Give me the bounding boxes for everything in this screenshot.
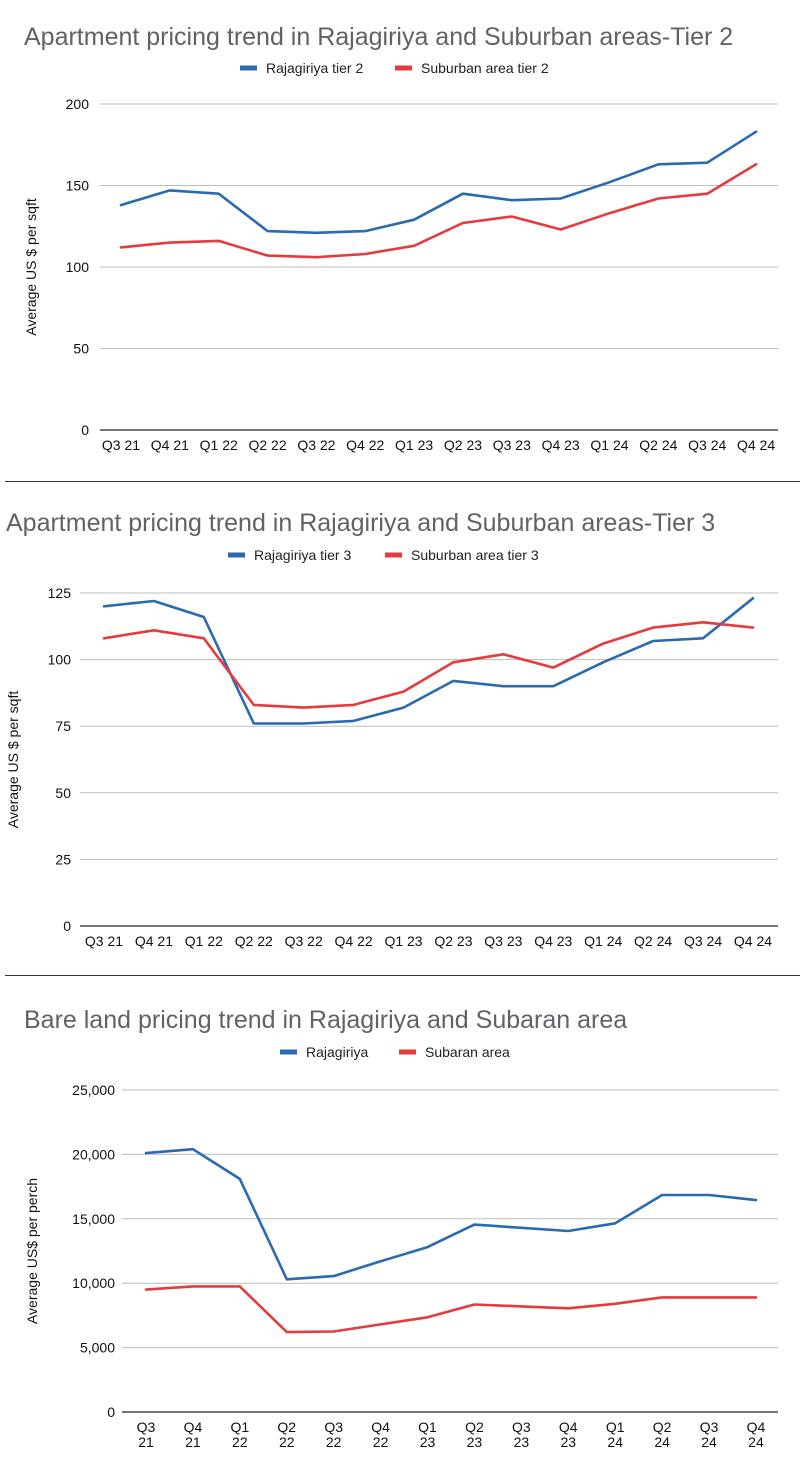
tier3-chart-panel: Apartment pricing trend in Rajagiriya an… — [0, 482, 800, 976]
y-axis-title: Average US$ per perch — [24, 1178, 40, 1324]
bare-land-chart-panel: Bare land pricing trend in Rajagiriya an… — [0, 976, 800, 1477]
x-tick-label: Q1 24 — [590, 437, 628, 453]
x-tick-label: Q3 22 — [324, 1419, 343, 1450]
x-tick-label: Q3 22 — [297, 437, 335, 453]
legend-label: Rajagiriya — [306, 1044, 368, 1060]
legend-label: Rajagiriya tier 3 — [254, 547, 351, 563]
y-tick-label: 150 — [66, 178, 90, 194]
chart-svg: Bare land pricing trend in Rajagiriya an… — [24, 1006, 778, 1450]
x-tick-label: Q4 24 — [737, 437, 775, 453]
series-line-rajagiriya — [144, 1147, 758, 1281]
y-tick-label: 75 — [55, 718, 71, 734]
x-tick-label: Q2 23 — [434, 933, 472, 949]
x-tick-label: Q4 23 — [559, 1419, 578, 1450]
x-tick-label: Q2 22 — [277, 1419, 296, 1450]
x-tick-label: Q4 22 — [371, 1419, 390, 1450]
x-tick-label: Q2 24 — [653, 1419, 672, 1450]
chart-title: Apartment pricing trend in Rajagiriya an… — [6, 509, 715, 537]
x-tick-label: Q1 23 — [395, 437, 433, 453]
x-tick-label: Q4 24 — [747, 1419, 766, 1450]
x-tick-label: Q2 24 — [634, 933, 672, 949]
series-line-suburban — [102, 621, 755, 709]
x-tick-label: Q4 21 — [135, 933, 173, 949]
series-line-suburban — [119, 163, 758, 259]
chart-title: Apartment pricing trend in Rajagiriya an… — [24, 23, 733, 51]
y-axis-title: Average US $ per sqft — [23, 198, 39, 336]
x-tick-label: Q3 24 — [688, 437, 726, 453]
x-tick-label: Q1 22 — [200, 437, 238, 453]
x-tick-label: Q1 24 — [606, 1419, 625, 1450]
y-tick-label: 200 — [66, 96, 90, 112]
x-tick-label: Q4 21 — [184, 1419, 203, 1450]
y-tick-label: 5,000 — [80, 1340, 115, 1356]
y-tick-label: 125 — [48, 585, 72, 601]
x-tick-label: Q3 23 — [484, 933, 522, 949]
x-tick-label: Q3 21 — [102, 437, 140, 453]
x-tick-label: Q2 23 — [444, 437, 482, 453]
x-tick-label: Q4 23 — [542, 437, 580, 453]
y-tick-label: 0 — [107, 1404, 115, 1420]
x-tick-label: Q3 24 — [700, 1419, 719, 1450]
y-tick-label: 20,000 — [72, 1146, 115, 1162]
y-tick-label: 25 — [55, 851, 71, 867]
x-tick-label: Q2 22 — [235, 933, 273, 949]
chart-svg: Apartment pricing trend in Rajagiriya an… — [23, 23, 778, 453]
y-tick-label: 100 — [66, 259, 90, 275]
x-tick-label: Q4 22 — [346, 437, 384, 453]
x-tick-label: Q4 21 — [151, 437, 189, 453]
y-tick-label: 50 — [55, 785, 71, 801]
legend-label: Rajagiriya tier 2 — [266, 60, 363, 76]
x-tick-label: Q3 24 — [684, 933, 722, 949]
x-tick-label: Q4 23 — [534, 933, 572, 949]
chart-svg: Apartment pricing trend in Rajagiriya an… — [5, 509, 778, 949]
x-tick-label: Q1 22 — [230, 1419, 249, 1450]
legend-label: Suburban area tier 2 — [421, 60, 549, 76]
y-tick-label: 15,000 — [72, 1211, 115, 1227]
x-tick-label: Q1 23 — [384, 933, 422, 949]
y-tick-label: 100 — [48, 652, 72, 668]
x-tick-label: Q3 21 — [137, 1419, 156, 1450]
y-tick-label: 10,000 — [72, 1275, 115, 1291]
x-tick-label: Q1 23 — [418, 1419, 437, 1450]
y-axis-title: Average US $ per sqft — [5, 691, 21, 829]
x-tick-label: Q4 22 — [335, 933, 373, 949]
y-tick-label: 0 — [81, 422, 89, 438]
y-tick-label: 50 — [73, 341, 89, 357]
series-line-rajagiriya — [119, 130, 758, 235]
x-tick-label: Q1 24 — [584, 933, 622, 949]
y-tick-label: 0 — [63, 918, 71, 934]
x-tick-label: Q1 22 — [185, 933, 223, 949]
chart-title: Bare land pricing trend in Rajagiriya an… — [24, 1006, 627, 1034]
x-tick-label: Q2 22 — [248, 437, 286, 453]
series-line-rajagiriya — [102, 597, 755, 725]
tier2-chart-panel: Apartment pricing trend in Rajagiriya an… — [0, 0, 800, 482]
legend-label: Suburban area tier 3 — [411, 547, 539, 563]
x-tick-label: Q3 21 — [85, 933, 123, 949]
legend-label: Subaran area — [425, 1044, 510, 1060]
x-tick-label: Q2 23 — [465, 1419, 484, 1450]
x-tick-label: Q3 22 — [285, 933, 323, 949]
y-tick-label: 25,000 — [72, 1082, 115, 1098]
x-tick-label: Q3 23 — [512, 1419, 531, 1450]
series-line-suburban — [144, 1285, 758, 1334]
x-tick-label: Q2 24 — [639, 437, 677, 453]
panel-divider — [5, 975, 800, 976]
x-tick-label: Q4 24 — [734, 933, 772, 949]
panel-divider — [5, 481, 800, 482]
x-tick-label: Q3 23 — [493, 437, 531, 453]
